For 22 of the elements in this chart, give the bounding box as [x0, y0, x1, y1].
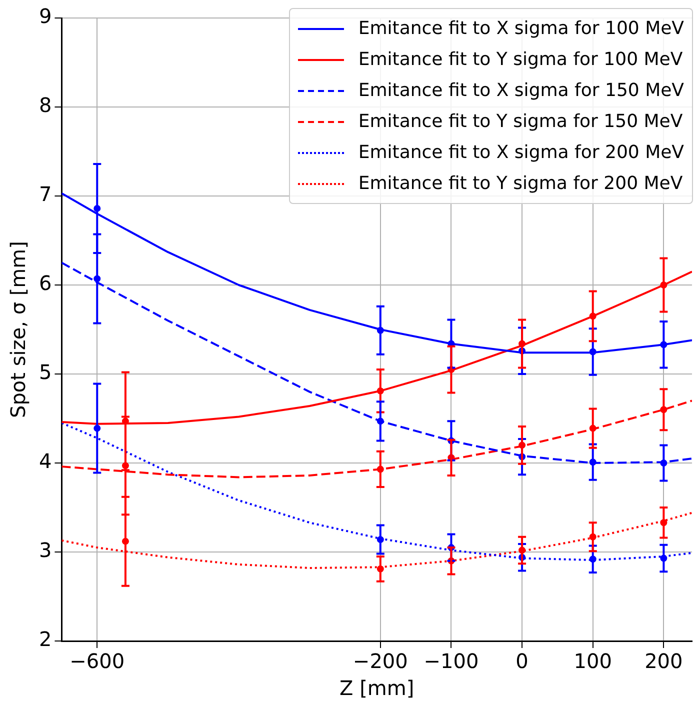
x-tick-label: 100 [574, 649, 612, 674]
legend-label: Emitance fit to Y sigma for 100 MeV [358, 49, 683, 70]
y-tick-label: 9 [38, 4, 52, 28]
x-tick-label: −100 [424, 649, 479, 674]
y-tick-label: 3 [38, 538, 52, 562]
legend-label: Emitance fit to X sigma for 100 MeV [358, 18, 684, 39]
y-tick-label: 8 [38, 93, 52, 118]
x-tick-label: −200 [352, 649, 408, 674]
x-tick-label: −600 [70, 649, 125, 674]
x-tick-label: 200 [644, 649, 683, 674]
x-axis-title: Z [mm] [340, 676, 414, 700]
y-tick-label: 5 [38, 360, 52, 384]
x-tick-label: 0 [516, 649, 528, 674]
y-tick-label: 6 [38, 271, 52, 296]
y-tick-label: 2 [38, 627, 52, 652]
legend-label: Emitance fit to Y sigma for 200 MeV [358, 173, 683, 194]
legend-label: Emitance fit to X sigma for 150 MeV [358, 80, 684, 101]
legend-label: Emitance fit to Y sigma for 150 MeV [358, 111, 683, 132]
y-tick-label: 4 [38, 449, 52, 474]
y-tick-label: 7 [38, 182, 52, 206]
y-axis-title: Spot size, σ [mm] [6, 241, 30, 418]
legend-label: Emitance fit to X sigma for 200 MeV [358, 142, 684, 163]
